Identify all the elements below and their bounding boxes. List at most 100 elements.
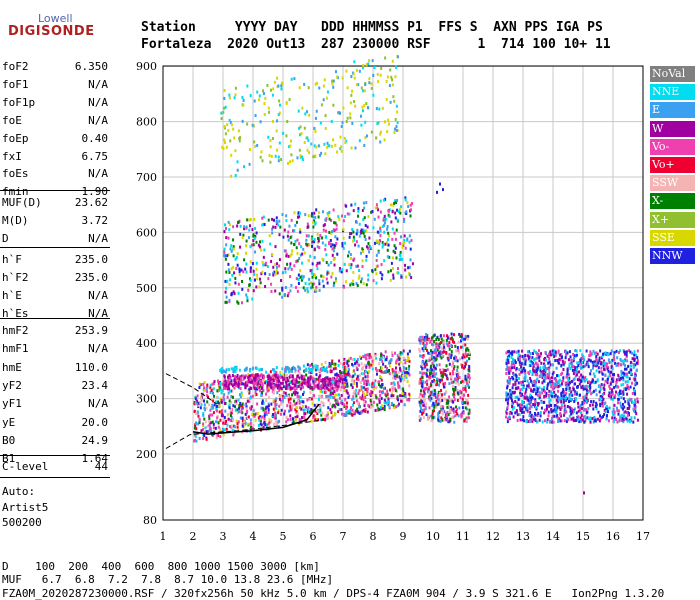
echo-point xyxy=(305,368,308,372)
echo-point xyxy=(232,370,235,374)
echo-point xyxy=(602,397,605,401)
echo-point xyxy=(601,354,604,358)
echo-point xyxy=(513,363,516,367)
echo-point xyxy=(368,392,371,396)
echo-point xyxy=(396,395,399,399)
echo-point xyxy=(209,408,212,412)
echo-point xyxy=(382,387,385,391)
echo-point xyxy=(598,356,601,360)
echo-point xyxy=(390,75,393,79)
echo-point xyxy=(221,145,224,149)
echo-point xyxy=(422,408,425,412)
echo-point xyxy=(393,383,396,387)
echo-point xyxy=(356,357,359,361)
echo-point xyxy=(366,225,369,229)
echo-point xyxy=(554,404,557,408)
echo-point xyxy=(293,77,296,81)
echo-point xyxy=(225,286,228,290)
echo-point xyxy=(530,379,533,383)
echo-point xyxy=(375,203,378,207)
echo-point xyxy=(611,378,614,382)
echo-point xyxy=(370,363,373,367)
echo-point xyxy=(564,411,567,415)
echo-point xyxy=(275,403,278,407)
echo-point xyxy=(319,378,322,382)
echo-point xyxy=(271,119,274,123)
echo-point xyxy=(634,381,637,385)
echo-point xyxy=(456,365,459,369)
echo-point xyxy=(373,66,376,70)
echo-point xyxy=(418,349,421,353)
echo-point xyxy=(511,399,514,403)
echo-point xyxy=(266,375,269,379)
echo-point xyxy=(548,380,551,384)
echo-point xyxy=(528,359,531,363)
echo-point xyxy=(368,404,371,408)
echo-point xyxy=(446,368,449,372)
param-name: M(D) xyxy=(2,214,29,227)
echo-point xyxy=(627,399,630,403)
echo-point xyxy=(217,382,220,386)
echo-point xyxy=(386,227,389,231)
echo-point xyxy=(371,390,374,394)
echo-point xyxy=(247,236,250,240)
echo-point xyxy=(586,360,589,364)
legend-item: NoVal xyxy=(650,66,695,82)
echo-point xyxy=(372,387,375,391)
echo-point xyxy=(446,344,449,348)
echo-point xyxy=(254,393,257,397)
echo-point xyxy=(242,377,245,381)
echo-point xyxy=(317,418,320,422)
echo-point xyxy=(577,405,580,409)
echo-point xyxy=(248,218,251,222)
echo-point xyxy=(254,378,257,382)
echo-point xyxy=(610,349,613,353)
echo-point xyxy=(599,395,602,399)
echo-point xyxy=(331,414,334,418)
echo-point xyxy=(392,381,395,385)
echo-point xyxy=(239,416,242,420)
echo-point xyxy=(228,223,231,227)
echo-point xyxy=(418,400,421,404)
echo-point xyxy=(525,406,528,410)
echo-point xyxy=(342,246,345,250)
echo-point xyxy=(543,375,546,379)
echo-point xyxy=(448,341,451,345)
echo-point xyxy=(259,415,262,419)
echo-point xyxy=(398,375,401,379)
echo-point xyxy=(225,295,228,299)
x-tick-label: 8 xyxy=(370,530,377,543)
echo-point xyxy=(291,375,294,379)
echo-point xyxy=(556,358,559,362)
echo-point xyxy=(358,269,361,273)
echo-point xyxy=(233,386,236,390)
echo-point xyxy=(591,378,594,382)
echo-point xyxy=(460,380,463,384)
echo-point xyxy=(343,405,346,409)
echo-point xyxy=(275,268,278,272)
echo-point xyxy=(285,219,288,223)
echo-point xyxy=(527,357,530,361)
echo-point xyxy=(405,210,408,214)
echo-point xyxy=(239,395,242,399)
echo-point xyxy=(376,230,379,234)
echo-point xyxy=(312,219,315,223)
echo-point xyxy=(208,403,211,407)
echo-point xyxy=(306,410,309,414)
echo-point xyxy=(569,367,572,371)
echo-point xyxy=(208,419,211,423)
echo-point xyxy=(545,404,548,408)
echo-point xyxy=(224,132,227,136)
echo-point xyxy=(268,420,271,424)
echo-point xyxy=(364,223,367,227)
echo-point xyxy=(527,420,530,424)
echo-point xyxy=(399,211,402,215)
echo-point xyxy=(315,368,318,372)
echo-point xyxy=(369,398,372,402)
echo-point xyxy=(222,379,225,383)
echo-point xyxy=(542,379,545,383)
echo-point xyxy=(534,403,537,407)
echo-point xyxy=(312,414,315,418)
echo-point xyxy=(634,372,637,376)
echo-point xyxy=(555,398,558,402)
